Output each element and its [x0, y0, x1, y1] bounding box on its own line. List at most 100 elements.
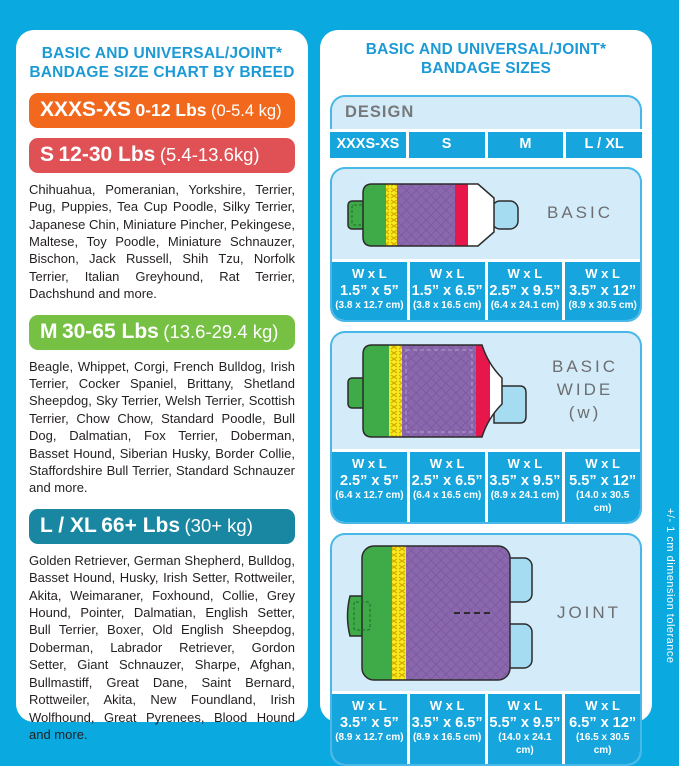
design-row-basic-wide-label-line2: (w)	[568, 403, 602, 423]
basic-size-row: W x L 1.5” x 5” (3.8 x 12.7 cm) W x L 1.…	[332, 258, 640, 320]
size-cell-dim: W x L	[429, 698, 465, 713]
breed-list-large: Golden Retriever, German Shepherd, Bulld…	[29, 552, 295, 742]
size-cell-inches: 3.5” x 9.5”	[489, 472, 561, 489]
size-banner-kg: (30+ kg)	[184, 514, 253, 536]
size-banner-l-xl: L / XL 66+ Lbs (30+ kg)	[29, 508, 295, 544]
column-header-s: S	[408, 131, 485, 158]
size-table-title-line1: BASIC AND UNIVERSAL/JOINT*	[365, 41, 607, 58]
dimension-tolerance-note: +/- 1 cm dimension tolerance	[664, 508, 676, 664]
size-banner-xxxs-xs: XXXS-XS 0-12 Lbs (0-5.4 kg)	[29, 92, 295, 128]
size-cell-dim: W x L	[507, 698, 543, 713]
size-cell-dim: W x L	[585, 455, 620, 471]
size-cell-cm: (8.9 x 24.1 cm)	[490, 490, 560, 501]
size-banner-kg: (5.4-13.6kg)	[159, 143, 260, 165]
size-cell-dim: W x L	[507, 455, 543, 471]
size-cell-cm: (6.4 x 16.5 cm)	[412, 490, 482, 501]
size-cell: W x L 3.5” x 6.5” (8.9 x 16.5 cm)	[409, 694, 485, 765]
size-cell-cm: (8.9 x 30.5 cm)	[568, 300, 637, 312]
size-cell-inches: 5.5” x 9.5”	[489, 715, 561, 732]
design-row-basic-wide: BASIC WIDE (w) W x L 2.5” x 5” (6.4 x 12…	[330, 330, 642, 524]
size-cell-cm: (8.9 x 12.7 cm)	[335, 732, 404, 744]
size-cell-dim: W x L	[429, 265, 465, 281]
size-cell: W x L 5.5” x 9.5” (14.0 x 24.1 cm)	[487, 694, 563, 765]
column-header-l-xl: L / XL	[566, 131, 642, 158]
size-cell-dim: W x L	[352, 455, 387, 471]
joint-bandage-illustration	[346, 545, 533, 681]
size-banner-m: M 30-65 Lbs (13.6-29.4 kg)	[29, 314, 295, 350]
size-cell-dim: W x L	[429, 455, 465, 471]
column-header-xxxs-xs: XXXS-XS	[330, 131, 406, 158]
size-cell: W x L 1.5” x 5” (3.8 x 12.7 cm)	[332, 261, 407, 320]
design-row-basic-label: BASIC	[546, 203, 614, 223]
design-row-joint: JOINT W x L 3.5” x 5” (8.9 x 12.7 cm) W …	[330, 533, 642, 766]
size-table-panel: BASIC AND UNIVERSAL/JOINT* BANDAGE SIZES…	[320, 30, 652, 766]
breed-list-small: Chihuahua, Pomeranian, Yorkshire, Terrie…	[29, 181, 295, 302]
basic-bandage-illustration	[347, 183, 519, 247]
size-banner-label: S	[40, 142, 55, 166]
design-row-basic-wide-label-line1: BASIC WIDE	[551, 357, 619, 400]
size-cell-inches: 1.5” x 5”	[339, 283, 399, 299]
size-cell: W x L 5.5” x 12” (14.0 x 30.5 cm)	[565, 451, 640, 522]
size-cell: W x L 3.5” x 9.5” (8.9 x 24.1 cm)	[487, 451, 563, 522]
design-header-label: DESIGN	[345, 102, 415, 121]
size-cell-inches: 3.5” x 5”	[339, 715, 399, 732]
size-banner-weight: 12-30 Lbs	[58, 142, 156, 166]
breed-chart-title-line1: BASIC AND UNIVERSAL/JOINT*	[41, 45, 283, 62]
size-table-title: BASIC AND UNIVERSAL/JOINT* BANDAGE SIZES	[320, 40, 652, 79]
basic-wide-bandage-illustration	[347, 343, 527, 438]
size-banner-s: S 12-30 Lbs (5.4-13.6kg)	[29, 137, 295, 173]
breed-list-medium: Beagle, Whippet, Corgi, French Bulldog, …	[29, 358, 295, 496]
design-row-basic: BASIC W x L 1.5” x 5” (3.8 x 12.7 cm) W …	[330, 166, 642, 322]
size-cell-inches: 2.5” x 9.5”	[489, 283, 561, 299]
size-banner-label: XXXS-XS	[40, 97, 132, 121]
size-column-header-row: XXXS-XS S M L / XL	[330, 131, 642, 158]
size-cell-cm: (6.4 x 12.7 cm)	[335, 490, 404, 501]
size-cell-inches: 1.5” x 6.5”	[411, 283, 483, 299]
size-cell-cm: (6.4 x 24.1 cm)	[490, 300, 560, 312]
size-cell: W x L 2.5” x 9.5” (6.4 x 24.1 cm)	[487, 261, 563, 320]
size-cell-dim: W x L	[352, 265, 387, 281]
design-row-joint-label: JOINT	[556, 602, 622, 622]
size-cell-inches: 5.5” x 12”	[569, 472, 637, 489]
design-row-basic-wide-top: BASIC WIDE (w)	[332, 333, 640, 449]
size-cell: W x L 2.5” x 6.5” (6.4 x 16.5 cm)	[409, 451, 485, 522]
breed-chart-title: BASIC AND UNIVERSAL/JOINT* BANDAGE SIZE …	[29, 44, 295, 83]
basic-wide-size-row: W x L 2.5” x 5” (6.4 x 12.7 cm) W x L 2.…	[332, 448, 640, 522]
column-header-m: M	[487, 131, 564, 158]
design-row-basic-top: BASIC	[332, 169, 640, 259]
size-cell-cm: (3.8 x 16.5 cm)	[412, 300, 482, 312]
size-banner-weight: 66+ Lbs	[101, 513, 181, 537]
size-cell: W x L 1.5” x 6.5” (3.8 x 16.5 cm)	[409, 261, 485, 320]
size-cell-inches: 2.5” x 5”	[339, 472, 399, 489]
size-banner-weight: 30-65 Lbs	[61, 319, 159, 343]
size-cell-inches: 3.5” x 12”	[569, 283, 637, 299]
size-banner-label: L / XL	[40, 513, 97, 537]
breed-chart-title-line2: BANDAGE SIZE CHART BY BREED	[29, 64, 295, 82]
design-row-joint-top: JOINT	[332, 535, 640, 691]
size-cell-dim: W x L	[507, 265, 543, 281]
breed-chart-panel: BASIC AND UNIVERSAL/JOINT* BANDAGE SIZE …	[16, 30, 308, 742]
size-cell-cm: (16.5 x 30.5 cm)	[575, 732, 630, 756]
size-cell: W x L 3.5” x 12” (8.9 x 30.5 cm)	[565, 261, 640, 320]
size-cell: W x L 6.5” x 12” (16.5 x 30.5 cm)	[565, 694, 640, 765]
size-cell-cm: (3.8 x 12.7 cm)	[335, 300, 404, 312]
size-cell-cm: (14.0 x 30.5 cm)	[575, 490, 630, 514]
size-cell: W x L 3.5” x 5” (8.9 x 12.7 cm)	[332, 694, 407, 765]
size-cell-cm: (8.9 x 16.5 cm)	[412, 732, 482, 744]
size-cell-dim: W x L	[585, 698, 620, 713]
size-banner-weight: 0-12 Lbs	[135, 99, 207, 120]
size-cell: W x L 2.5” x 5” (6.4 x 12.7 cm)	[332, 451, 407, 522]
size-cell-inches: 2.5” x 6.5”	[411, 472, 483, 489]
size-cell-dim: W x L	[585, 265, 620, 281]
size-cell-dim: W x L	[352, 698, 387, 713]
size-banner-kg: (0-5.4 kg)	[210, 101, 282, 120]
size-cell-cm: (14.0 x 24.1 cm)	[498, 732, 552, 756]
size-cell-inches: 3.5” x 6.5”	[411, 715, 483, 732]
size-table-title-line2: BANDAGE SIZES	[420, 60, 552, 78]
size-banner-label: M	[40, 319, 58, 343]
size-banner-kg: (13.6-29.4 kg)	[163, 320, 279, 342]
design-row-basic-wide-label: BASIC WIDE (w)	[530, 356, 640, 425]
size-cell-inches: 6.5” x 12”	[569, 715, 637, 732]
design-header-box: DESIGN	[330, 94, 642, 129]
joint-size-row: W x L 3.5” x 5” (8.9 x 12.7 cm) W x L 3.…	[332, 691, 640, 765]
